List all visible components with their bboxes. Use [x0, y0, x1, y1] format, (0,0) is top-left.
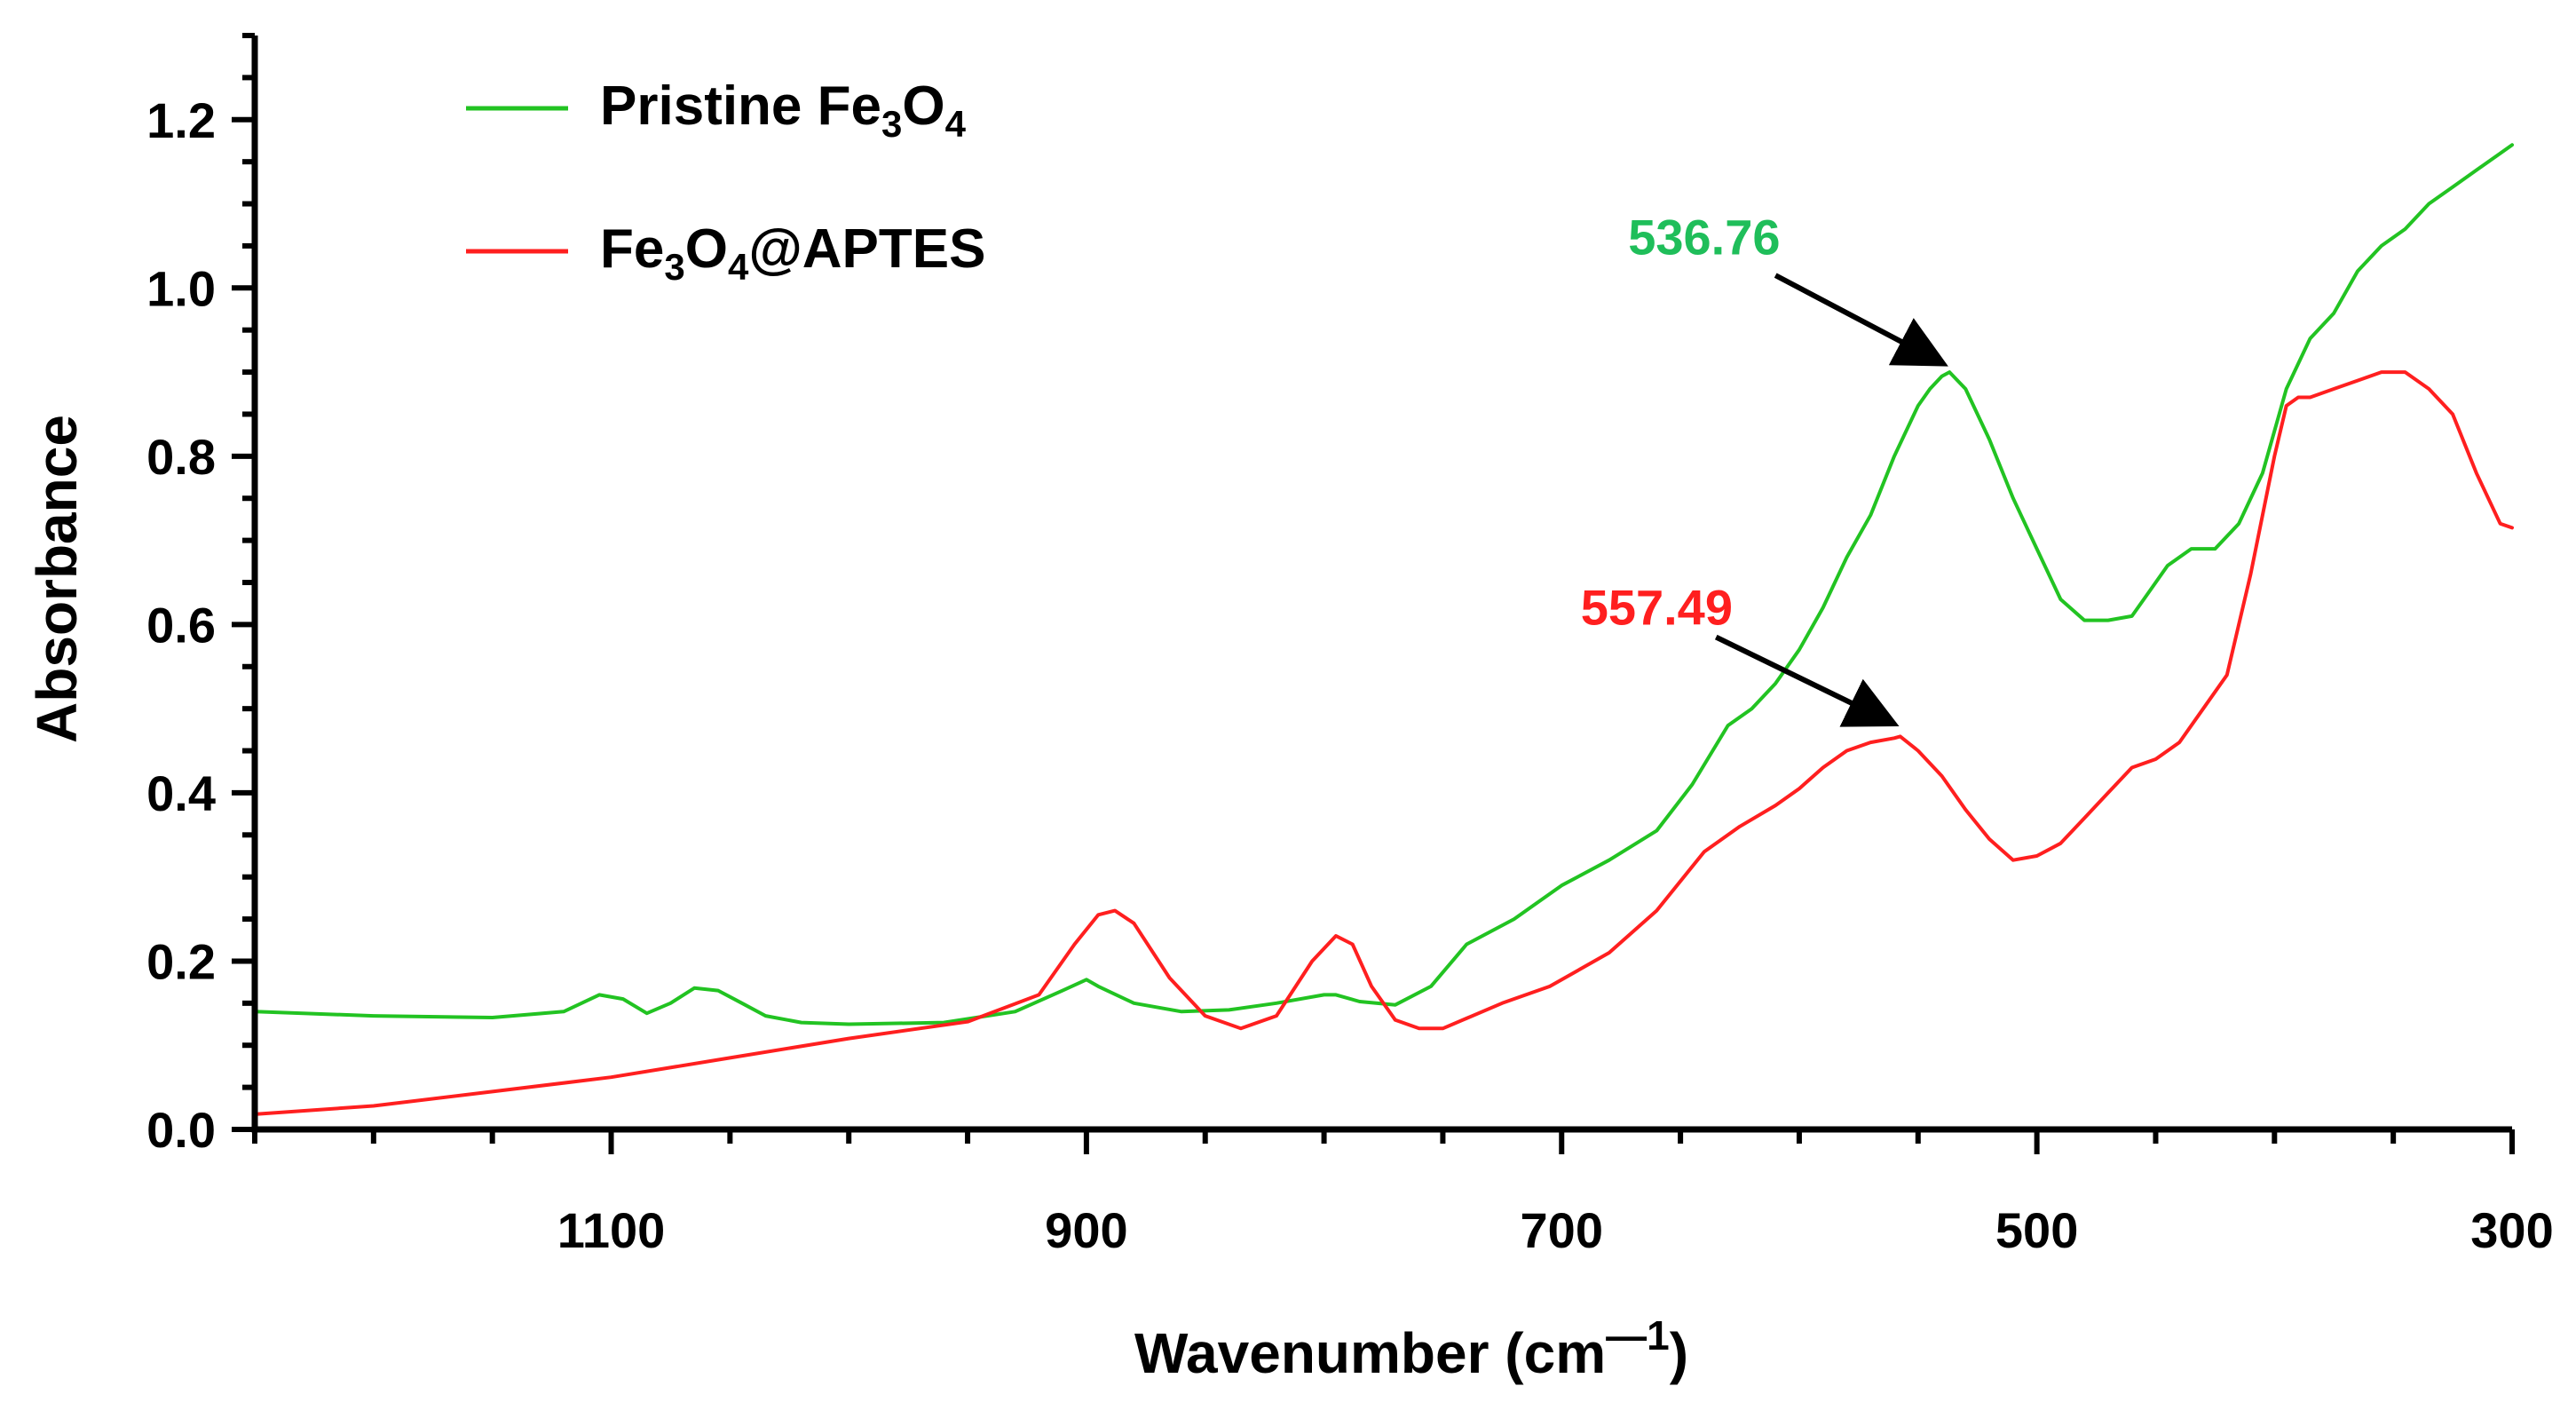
- plot-lines: [253, 143, 2514, 1116]
- x-axis-title-close: ): [1670, 1321, 1688, 1385]
- x-tick-label: 900: [1045, 1202, 1127, 1258]
- series-line-fe3o4-aptes: [253, 370, 2514, 1116]
- y-tick-label: 0.0: [146, 1102, 216, 1158]
- x-axis-title: Wavenumber (cm—1): [1134, 1312, 1688, 1385]
- y-tick-label: 0.2: [146, 933, 216, 989]
- y-axis-ticks: 0.0 0.2 0.4 0.6 0.8 1.0 1.2: [146, 33, 255, 1158]
- x-tick-label: 700: [1521, 1202, 1603, 1258]
- y-tick-label: 1.0: [146, 260, 216, 316]
- legend-label-aptes: Fe3O4@APTES: [600, 218, 985, 288]
- peak-label-557-49: 557.49: [1581, 579, 1733, 635]
- y-tick-label: 1.2: [146, 92, 216, 148]
- peak-label-536-76: 536.76: [1628, 209, 1780, 265]
- x-axis-title-exponent: —1: [1606, 1312, 1670, 1359]
- x-tick-label: 300: [2470, 1202, 2553, 1258]
- series-line-pristine-fe3o4: [253, 143, 2514, 1026]
- peak-arrow-536-76: [1774, 273, 1948, 367]
- x-axis-title-main: Wavenumber (cm: [1134, 1321, 1606, 1385]
- annotations: 536.76 557.49: [1581, 209, 1948, 727]
- x-tick-label: 500: [1995, 1202, 2078, 1258]
- y-axis-title: Absorbance: [25, 415, 89, 743]
- x-tick-label: 1100: [557, 1202, 666, 1258]
- y-tick-label: 0.6: [146, 597, 216, 653]
- legend-label-pristine: Pristine Fe3O4: [600, 75, 967, 145]
- legend: Pristine Fe3O4 Fe3O4@APTES: [466, 75, 985, 288]
- peak-arrow-557-49: [1714, 634, 1900, 727]
- x-axis-ticks: 1100 900 700 500 300: [252, 1129, 2554, 1258]
- y-tick-label: 0.8: [146, 429, 216, 485]
- y-tick-label: 0.4: [146, 765, 216, 821]
